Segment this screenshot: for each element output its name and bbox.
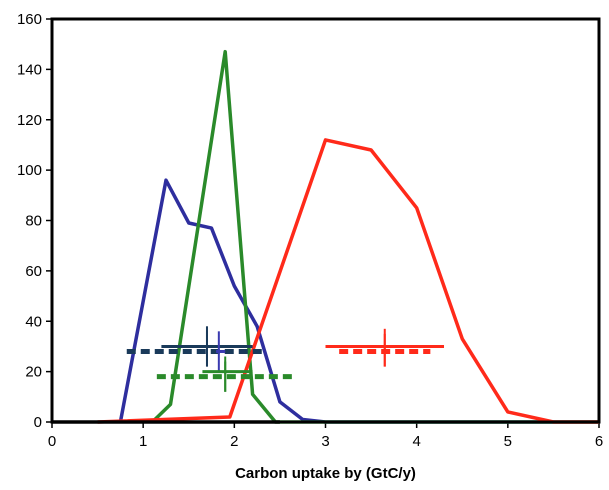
error-marker-5 xyxy=(202,356,253,392)
y-tick-label: 140 xyxy=(17,61,42,78)
plot-frame xyxy=(50,17,601,424)
x-axis-title: Carbon uptake by (GtC/y) xyxy=(235,465,416,482)
y-tick-label: 80 xyxy=(25,213,42,230)
x-tick-label: 6 xyxy=(595,433,603,450)
error-marker-3 xyxy=(216,331,226,372)
y-tick-label: 20 xyxy=(25,364,42,381)
x-axis-ticks: 0 1 2 3 4 5 6 xyxy=(48,422,603,450)
error-marker-7 xyxy=(339,333,431,367)
x-tick-label: 1 xyxy=(139,433,147,450)
error-marker-2 xyxy=(126,331,267,367)
x-tick-label: 3 xyxy=(321,433,329,450)
series-layer xyxy=(52,49,599,424)
y-tick-label: 160 xyxy=(17,11,42,28)
series-line-1 xyxy=(118,178,599,424)
x-tick-label: 4 xyxy=(412,433,420,450)
x-tick-label: 2 xyxy=(230,433,238,450)
y-tick-label: 120 xyxy=(17,112,42,129)
y-axis-ticks: 0 20 40 60 80 100 120 140 160 xyxy=(17,11,52,431)
error-marker-layer xyxy=(126,326,445,392)
y-tick-label: 100 xyxy=(17,162,42,179)
x-tick-label: 0 xyxy=(48,433,56,450)
x-tick-label: 5 xyxy=(504,433,512,450)
y-tick-label: 60 xyxy=(25,263,42,280)
y-tick-label: 0 xyxy=(34,414,42,431)
y-tick-label: 40 xyxy=(25,313,42,330)
series-line-3 xyxy=(97,138,599,424)
